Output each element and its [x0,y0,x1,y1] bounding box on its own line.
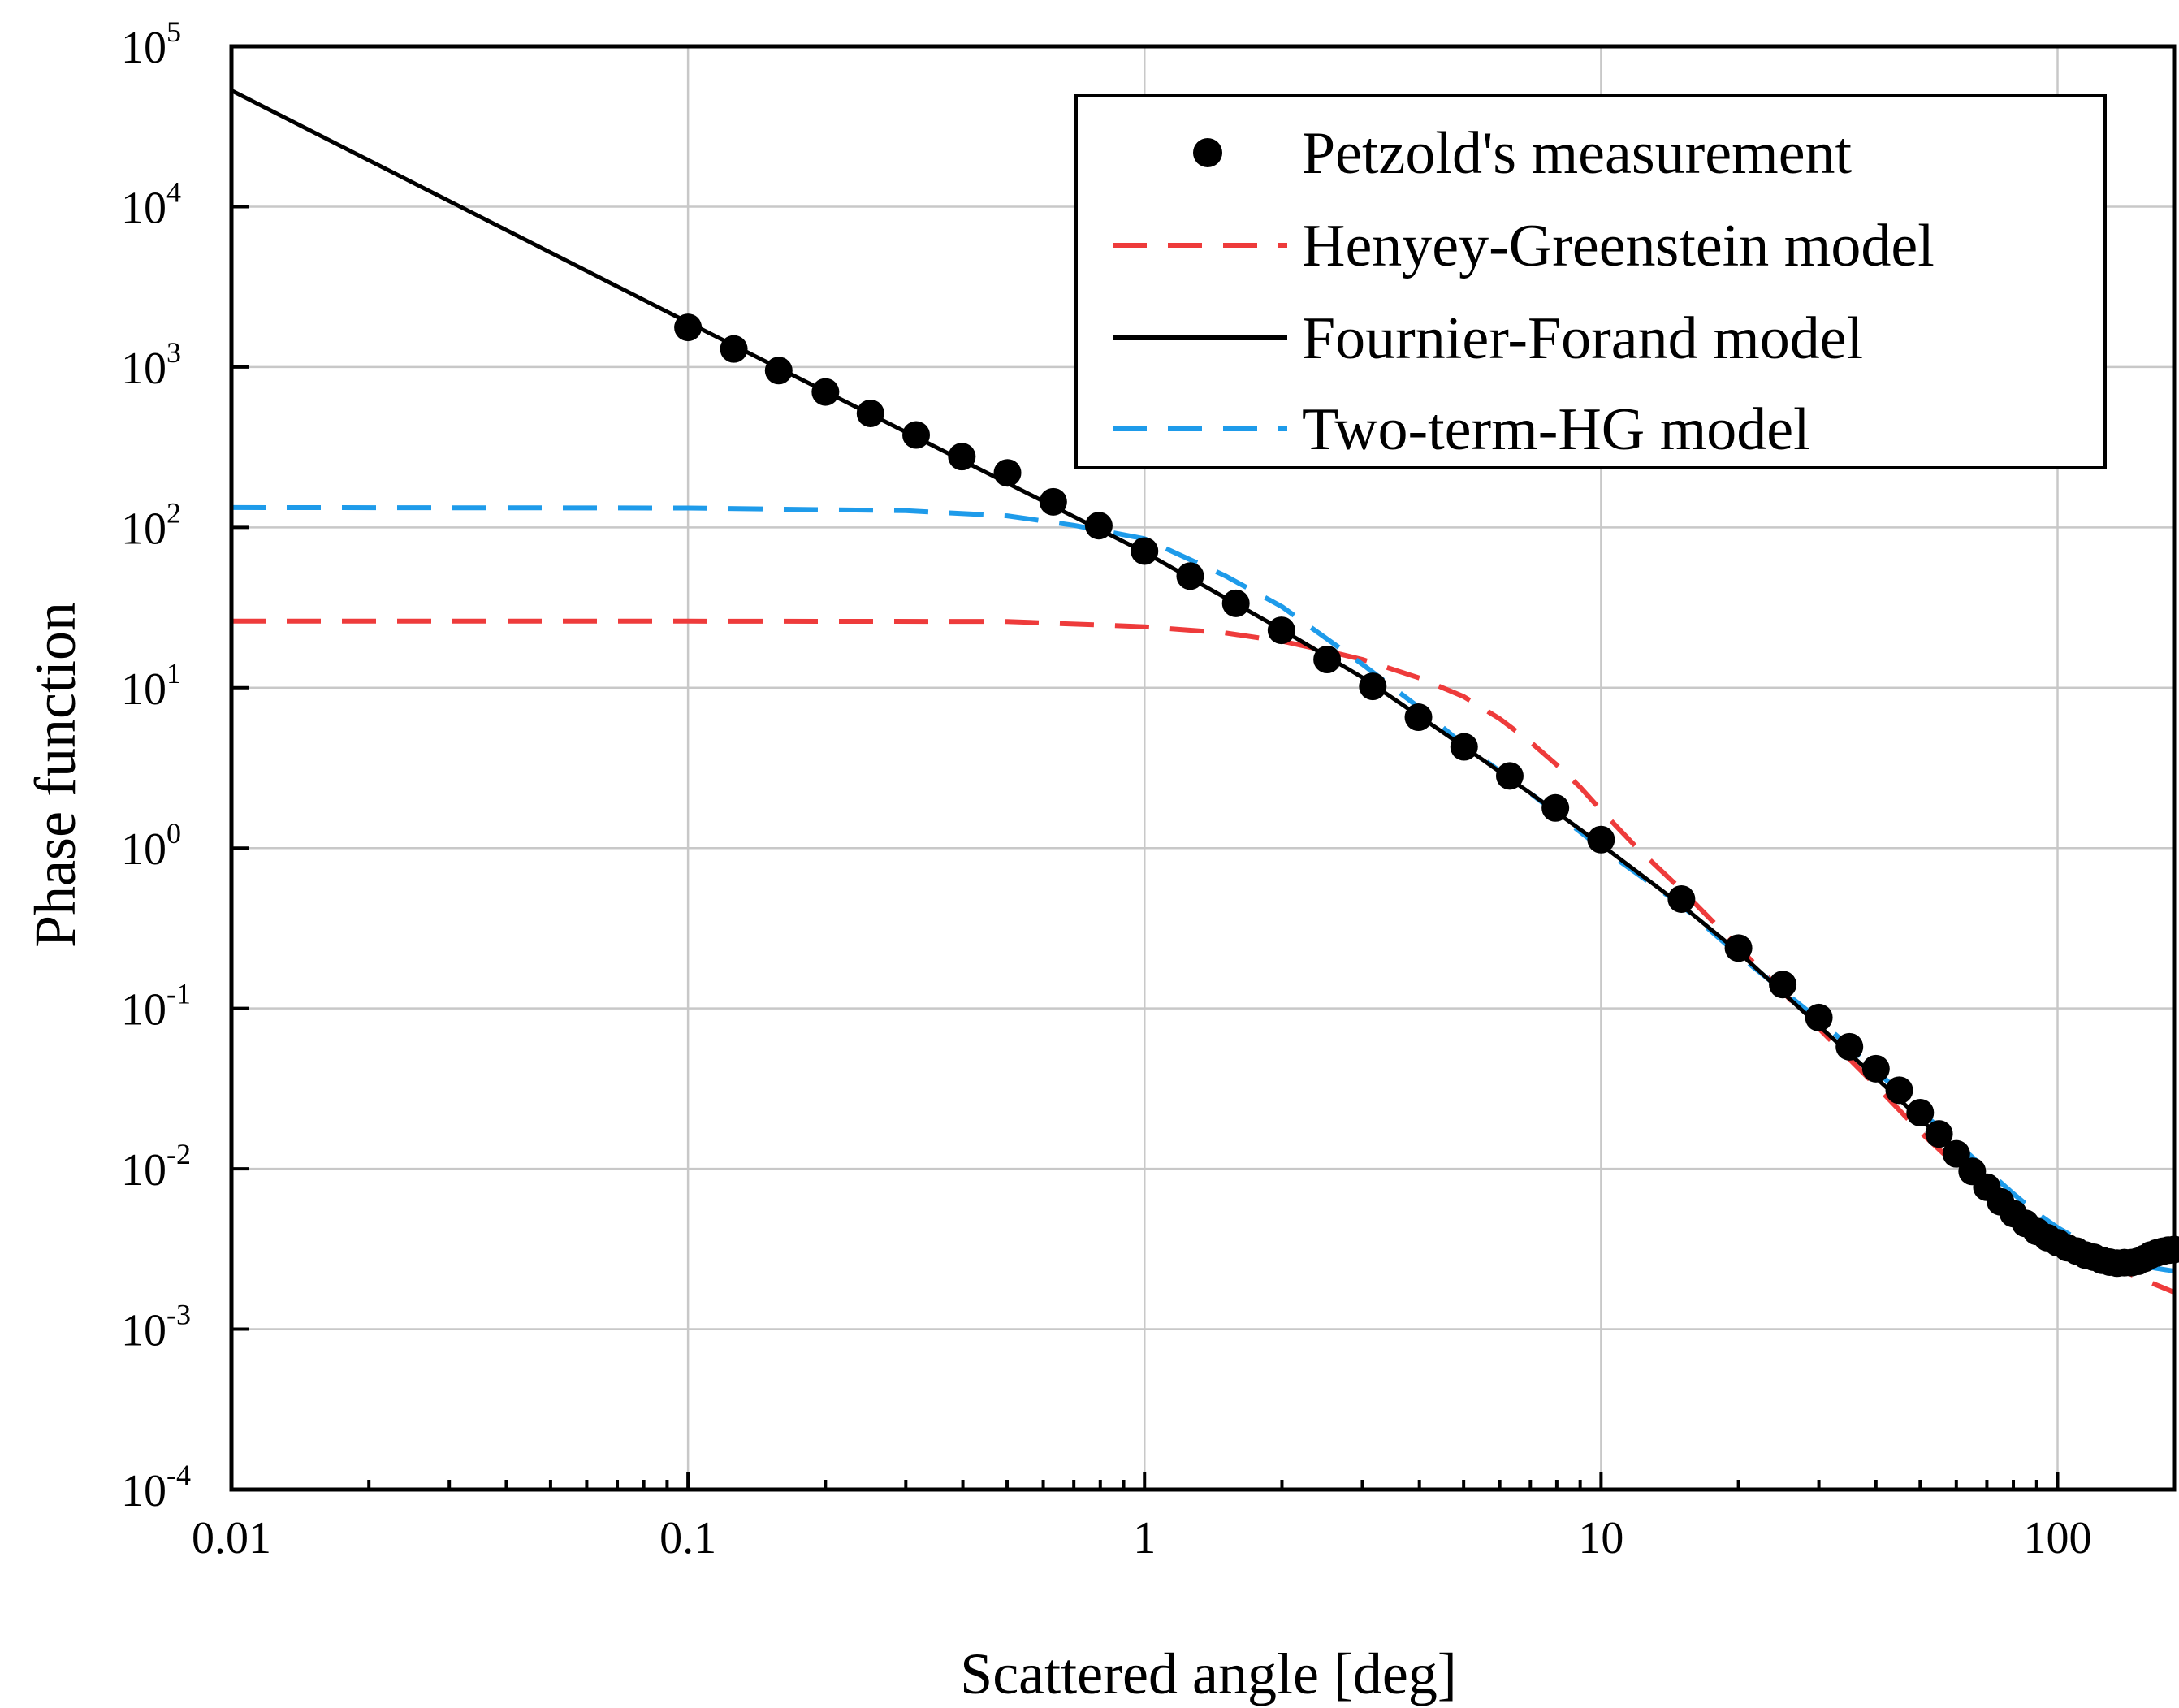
y-tick-exponent: 0 [166,817,181,850]
y-tick-label: 10 [121,183,166,233]
y-tick-exponent: -3 [166,1299,191,1331]
data-series [230,89,2179,1295]
y-tick-label: 10 [121,504,166,554]
data-point [1404,703,1433,732]
data-point [1084,512,1113,540]
data-point [856,399,884,427]
data-point [1805,1003,1833,1031]
data-point [1835,1032,1864,1061]
y-tick-label: 10 [121,985,166,1036]
data-point [1495,762,1524,790]
data-point [1942,1139,1970,1168]
x-tick-label: 1 [1133,1513,1156,1563]
data-point [674,313,703,342]
y-tick-exponent: 3 [166,336,181,369]
x-tick-label: 0.01 [192,1513,271,1563]
y-tick-exponent: 4 [166,175,181,208]
x-tick-label: 0.1 [659,1513,716,1563]
y-tick-label: 10 [121,1306,166,1356]
legend-label: Fournier-Forand model [1302,305,1863,372]
y-tick-exponent: 5 [166,15,181,48]
y-tick-exponent: -1 [166,978,191,1010]
x-tick-label: 10 [1578,1513,1623,1563]
data-point [720,335,748,363]
y-axis-label: Phase function [23,602,88,948]
plot-frame [229,44,2177,1492]
y-tick-label: 10 [121,1466,166,1516]
data-point [1039,487,1067,516]
data-point [948,443,976,471]
x-tick-labels: 0.01 0.1 1 10 100 [192,1513,2092,1563]
y-tick-label: 10 [121,344,166,394]
axis-ticks [230,45,2060,1491]
data-point [1267,616,1295,645]
data-point [993,459,1022,487]
data-point [1724,934,1753,962]
y-tick-exponent: 1 [166,657,181,690]
y-tick-exponent: 2 [166,496,181,529]
data-point [1131,537,1159,565]
legend-label: Henyey-Greenstein model [1302,213,1935,279]
legend-marker [1193,138,1222,167]
y-tick-label: 10 [121,1145,166,1196]
data-point [902,421,931,449]
data-point [1359,672,1387,701]
legend: Petzold's measurement Henyey-Greenstein m… [1074,94,2107,469]
data-point [1667,884,1696,913]
y-tick-label: 10 [121,23,166,73]
data-point [1313,646,1342,674]
data-point [1885,1076,1913,1105]
legend-items: Petzold's measurement Henyey-Greenstein m… [1113,120,1935,463]
data-point [1861,1054,1890,1083]
y-tick-exponent: -2 [166,1138,191,1170]
data-point [1176,562,1204,590]
data-point [811,378,840,406]
y-tick-label: 10 [121,664,166,715]
data-point [1769,971,1797,999]
data-point [1450,733,1478,761]
legend-box [1074,94,2107,469]
y-tick-exponent: -4 [166,1459,191,1491]
legend-label: Two-term-HG model [1302,396,1810,463]
legend-label: Petzold's measurement [1302,120,1853,187]
x-axis-label: Scattered angle [deg] [960,1641,1457,1706]
data-point [1925,1120,1953,1148]
data-point [1587,825,1615,854]
data-point [1221,589,1250,617]
x-tick-label: 100 [2024,1513,2092,1563]
data-point [764,357,793,385]
data-point [1906,1098,1935,1126]
y-tick-label: 10 [121,824,166,875]
data-point [1541,793,1570,822]
